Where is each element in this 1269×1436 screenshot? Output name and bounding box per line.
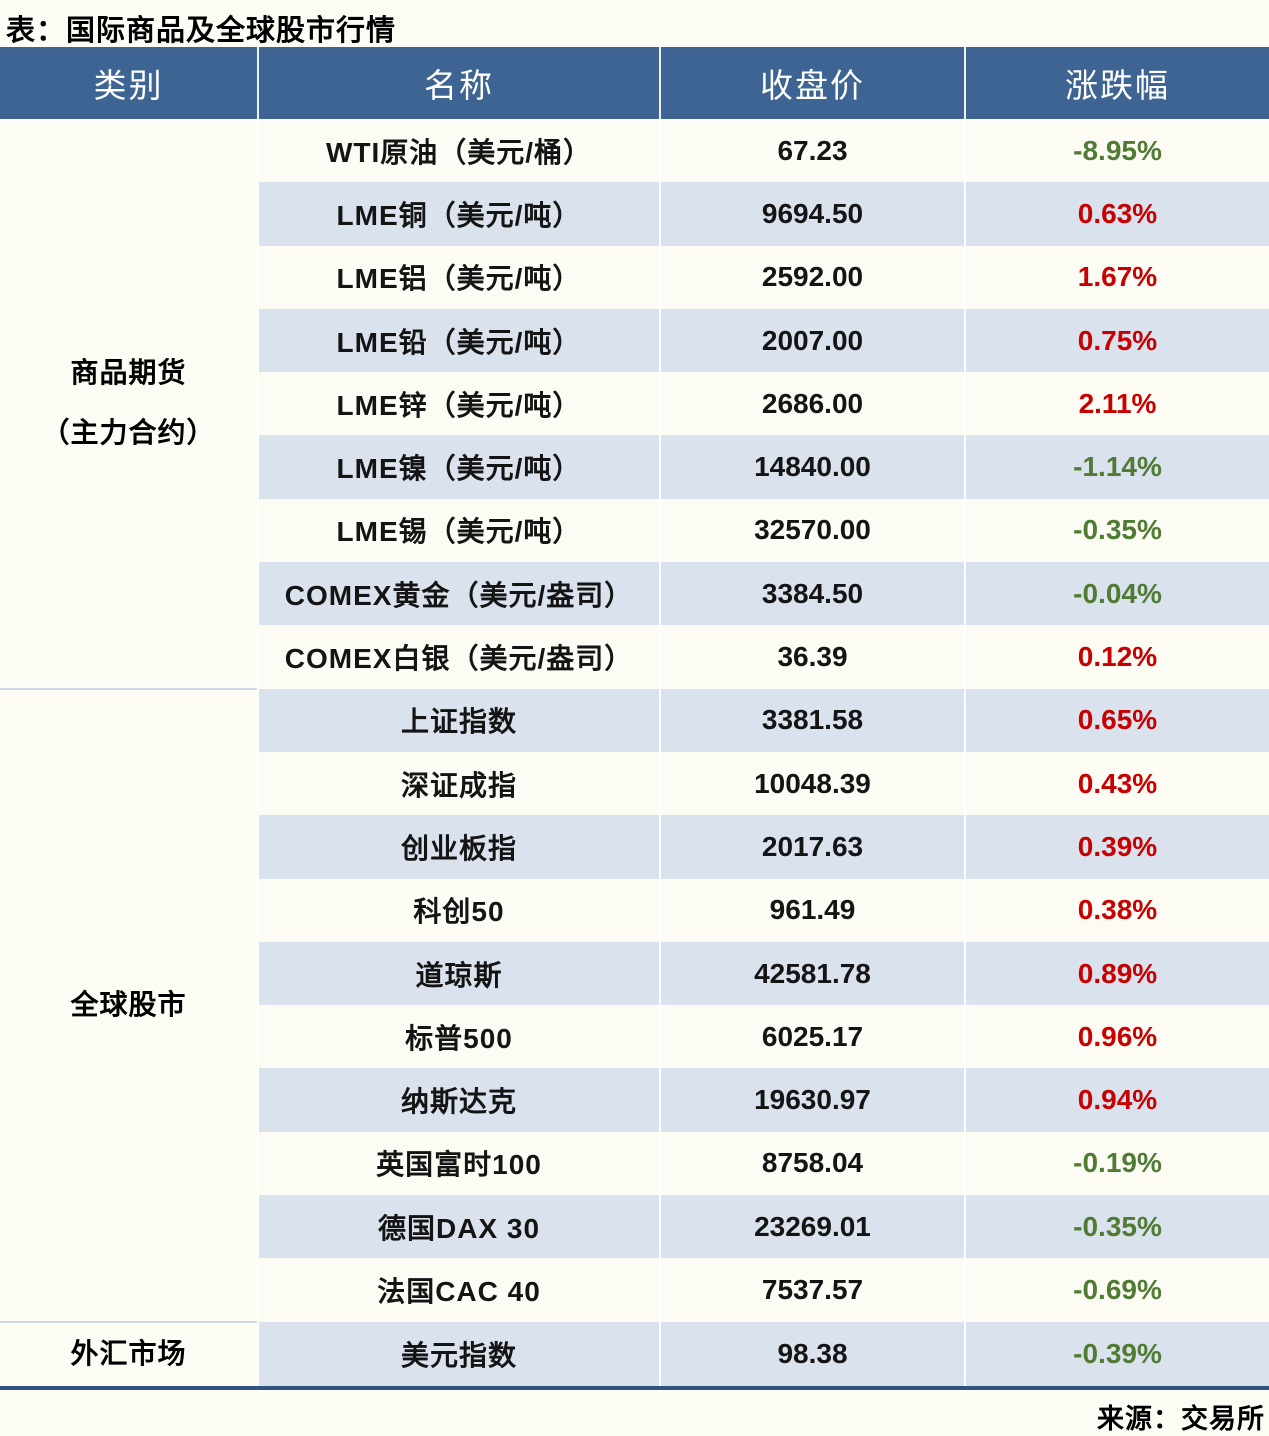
change-cell: 1.67% — [964, 245, 1269, 309]
header-cell-change: 涨跌幅 — [964, 47, 1269, 119]
table-row: LME镍（美元/吨） 14840.00 -1.14% — [0, 435, 1269, 499]
change-cell: 0.38% — [964, 878, 1269, 942]
table-row: 商品期货 （主力合约） WTI原油（美元/桶） 67.23 -8.95% — [0, 119, 1269, 689]
close-cell: 10048.39 — [659, 751, 965, 816]
source-label: 来源：交易所 — [1097, 1403, 1265, 1434]
change-cell: 0.94% — [964, 1068, 1269, 1132]
name-cell: WTI原油（美元/桶） — [257, 119, 660, 183]
table-row: LME锡（美元/吨） 32570.00 -0.35% — [0, 498, 1269, 563]
table-row: 英国富时100 8758.04 -0.19% — [0, 1131, 1269, 1196]
close-cell: 98.38 — [659, 1321, 965, 1386]
table-row: 深证成指 10048.39 0.43% — [0, 751, 1269, 816]
close-cell: 42581.78 — [659, 941, 965, 1006]
close-cell: 8758.04 — [659, 1131, 965, 1196]
table-row: 德国DAX 30 23269.01 -0.35% — [0, 1195, 1269, 1259]
name-cell: 标普500 — [257, 1005, 660, 1069]
table-row: LME铅（美元/吨） 2007.00 0.75% — [0, 308, 1269, 373]
table-row: 科创50 961.49 0.38% — [0, 878, 1269, 942]
table-row: 全球股市 上证指数 3381.58 0.65% — [0, 687, 1269, 1322]
name-cell: 英国富时100 — [257, 1131, 660, 1196]
change-cell: -0.35% — [964, 498, 1269, 563]
name-cell: COMEX黄金（美元/盎司） — [257, 562, 660, 626]
table-body: 商品期货 （主力合约） WTI原油（美元/桶） 67.23 -8.95% LME铜（美元/… — [0, 119, 1269, 1386]
name-cell: 道琼斯 — [257, 941, 660, 1006]
name-cell: 美元指数 — [257, 1321, 660, 1386]
name-cell: 科创50 — [257, 878, 660, 942]
table-row: 法国CAC 40 7537.57 -0.69% — [0, 1258, 1269, 1322]
table-row: 道琼斯 42581.78 0.89% — [0, 941, 1269, 1006]
header-cell-name: 名称 — [257, 47, 660, 119]
page-title: 表：国际商品及全球股市行情 — [6, 15, 397, 47]
change-cell: 2.11% — [964, 372, 1269, 436]
name-cell: 法国CAC 40 — [257, 1258, 660, 1322]
close-cell: 2686.00 — [659, 372, 965, 436]
close-cell: 36.39 — [659, 625, 965, 689]
table-row: 外汇市场 美元指数 98.38 -0.39% — [0, 1320, 1269, 1386]
close-cell: 7537.57 — [659, 1258, 965, 1322]
change-cell: 0.65% — [964, 688, 1269, 752]
close-cell: 32570.00 — [659, 498, 965, 563]
close-cell: 3384.50 — [659, 562, 965, 626]
name-cell: COMEX白银（美元/盎司） — [257, 625, 660, 689]
name-cell: LME锡（美元/吨） — [257, 498, 660, 563]
close-cell: 19630.97 — [659, 1068, 965, 1132]
name-cell: 深证成指 — [257, 751, 660, 816]
change-cell: -1.14% — [964, 435, 1269, 499]
close-cell: 14840.00 — [659, 435, 965, 499]
close-cell: 9694.50 — [659, 182, 965, 246]
category-cell: 外汇市场 — [0, 1320, 259, 1386]
name-cell: 上证指数 — [257, 688, 660, 752]
header-row: 类别 名称 收盘价 涨跌幅 — [0, 47, 1269, 119]
close-cell: 67.23 — [659, 119, 965, 183]
name-cell: 创业板指 — [257, 815, 660, 879]
name-cell: 德国DAX 30 — [257, 1195, 660, 1259]
table-row: LME锌（美元/吨） 2686.00 2.11% — [0, 372, 1269, 436]
close-cell: 3381.58 — [659, 688, 965, 752]
header-cell-category: 类别 — [0, 47, 258, 119]
category-cell: 商品期货 （主力合约） — [0, 119, 259, 689]
close-cell: 2007.00 — [659, 308, 965, 373]
change-cell: -0.19% — [964, 1131, 1269, 1196]
table-row: 纳斯达克 19630.97 0.94% — [0, 1068, 1269, 1132]
market-table-wrap: 类别 名称 收盘价 涨跌幅 商品期货 （主力合约） WTI原油（美元/桶） 67.23… — [0, 47, 1269, 1390]
table-row: COMEX白银（美元/盎司） 36.39 0.12% — [0, 625, 1269, 689]
change-cell: 0.39% — [964, 815, 1269, 879]
change-cell: 0.96% — [964, 1005, 1269, 1069]
table-row: 创业板指 2017.63 0.39% — [0, 815, 1269, 879]
change-cell: -0.69% — [964, 1258, 1269, 1322]
category-cell: 全球股市 — [0, 687, 259, 1322]
header-cell-close: 收盘价 — [659, 47, 965, 119]
close-cell: 6025.17 — [659, 1005, 965, 1069]
name-cell: 纳斯达克 — [257, 1068, 660, 1132]
change-cell: 0.12% — [964, 625, 1269, 689]
name-cell: LME铝（美元/吨） — [257, 245, 660, 309]
change-cell: 0.75% — [964, 308, 1269, 373]
change-cell: -0.35% — [964, 1195, 1269, 1259]
close-cell: 2017.63 — [659, 815, 965, 879]
table-row: LME铜（美元/吨） 9694.50 0.63% — [0, 182, 1269, 246]
table-row: 标普500 6025.17 0.96% — [0, 1005, 1269, 1069]
close-cell: 23269.01 — [659, 1195, 965, 1259]
name-cell: LME镍（美元/吨） — [257, 435, 660, 499]
change-cell: 0.63% — [964, 182, 1269, 246]
name-cell: LME铜（美元/吨） — [257, 182, 660, 246]
change-cell: -0.04% — [964, 562, 1269, 626]
table-row: LME铝（美元/吨） 2592.00 1.67% — [0, 245, 1269, 309]
change-cell: -8.95% — [964, 119, 1269, 183]
change-cell: -0.39% — [964, 1321, 1269, 1386]
table-row: COMEX黄金（美元/盎司） 3384.50 -0.04% — [0, 562, 1269, 626]
table-header: 类别 名称 收盘价 涨跌幅 — [0, 47, 1269, 119]
name-cell: LME锌（美元/吨） — [257, 372, 660, 436]
change-cell: 0.89% — [964, 941, 1269, 1006]
change-cell: 0.43% — [964, 751, 1269, 816]
market-table: 类别 名称 收盘价 涨跌幅 商品期货 （主力合约） WTI原油（美元/桶） 67.23… — [0, 47, 1269, 1386]
close-cell: 961.49 — [659, 878, 965, 942]
close-cell: 2592.00 — [659, 245, 965, 309]
name-cell: LME铅（美元/吨） — [257, 308, 660, 373]
